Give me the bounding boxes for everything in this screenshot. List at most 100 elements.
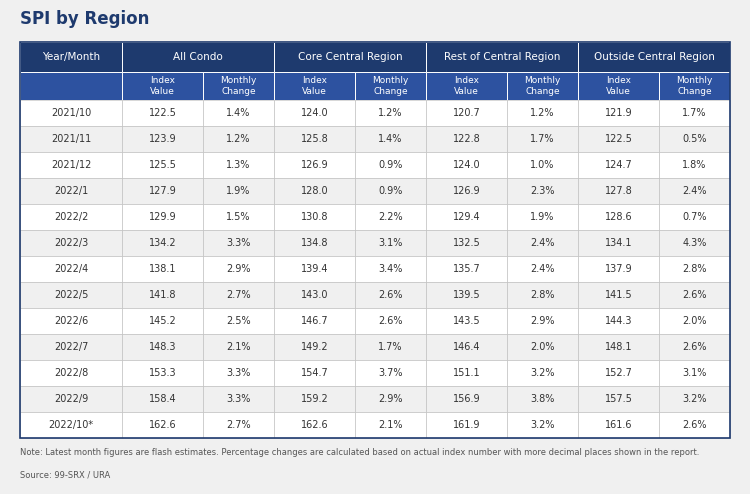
Bar (274, 412, 356, 438)
Text: 152.7: 152.7 (604, 368, 632, 378)
Bar (659, 100, 730, 126)
Text: 2.1%: 2.1% (226, 342, 251, 352)
Text: Note: Latest month figures are flash estimates. Percentage changes are calculate: Note: Latest month figures are flash est… (20, 448, 699, 457)
Text: 2022/3: 2022/3 (54, 238, 88, 248)
Bar (20, 256, 122, 282)
Text: 120.7: 120.7 (453, 108, 481, 118)
Bar (274, 100, 356, 126)
Bar (122, 308, 203, 334)
Bar (20, 360, 122, 386)
Text: 2.4%: 2.4% (682, 186, 706, 196)
Bar (507, 360, 578, 386)
Bar (20, 204, 122, 230)
Text: Index
Value: Index Value (606, 76, 631, 96)
Text: 3.4%: 3.4% (378, 264, 403, 274)
Bar (203, 334, 274, 360)
Bar (659, 386, 730, 412)
Bar (578, 204, 659, 230)
Text: Monthly
Change: Monthly Change (220, 76, 256, 96)
Text: 2.9%: 2.9% (378, 394, 403, 404)
Text: 124.7: 124.7 (604, 160, 632, 170)
Text: 4.3%: 4.3% (682, 238, 706, 248)
Text: 151.1: 151.1 (453, 368, 480, 378)
Text: 126.9: 126.9 (301, 160, 328, 170)
Text: Index
Value: Index Value (454, 76, 479, 96)
Bar (426, 152, 507, 178)
Text: 127.9: 127.9 (148, 186, 176, 196)
Bar (274, 360, 356, 386)
Text: 146.4: 146.4 (453, 342, 480, 352)
Bar (356, 178, 426, 204)
Text: 143.5: 143.5 (453, 316, 480, 326)
Text: 1.7%: 1.7% (378, 342, 403, 352)
Text: 2021/12: 2021/12 (51, 160, 92, 170)
Text: 161.9: 161.9 (453, 420, 480, 430)
Text: 148.3: 148.3 (148, 342, 176, 352)
Text: 1.2%: 1.2% (530, 108, 555, 118)
Text: 1.3%: 1.3% (226, 160, 251, 170)
Text: 122.5: 122.5 (148, 108, 176, 118)
Text: 0.9%: 0.9% (378, 160, 403, 170)
Text: 129.4: 129.4 (453, 212, 480, 222)
Bar (356, 308, 426, 334)
Text: 2.5%: 2.5% (226, 316, 251, 326)
Text: 2022/4: 2022/4 (54, 264, 88, 274)
Bar (274, 308, 356, 334)
Text: 2.4%: 2.4% (530, 264, 555, 274)
Text: 2022/10*: 2022/10* (49, 420, 94, 430)
Bar (20, 178, 122, 204)
Bar (507, 126, 578, 152)
Text: 2022/2: 2022/2 (54, 212, 88, 222)
Text: 129.9: 129.9 (148, 212, 176, 222)
Bar (356, 282, 426, 308)
Bar (122, 126, 203, 152)
Bar (426, 308, 507, 334)
Text: 1.7%: 1.7% (530, 134, 555, 144)
Bar (122, 152, 203, 178)
Text: 3.3%: 3.3% (226, 238, 251, 248)
Bar (507, 100, 578, 126)
Text: 2022/5: 2022/5 (54, 290, 88, 300)
Text: 123.9: 123.9 (148, 134, 176, 144)
Text: 130.8: 130.8 (301, 212, 328, 222)
Text: 3.2%: 3.2% (530, 368, 555, 378)
Text: Monthly
Change: Monthly Change (372, 76, 409, 96)
Bar (426, 412, 507, 438)
Bar (659, 126, 730, 152)
Bar (122, 256, 203, 282)
Text: 134.2: 134.2 (148, 238, 176, 248)
Bar (274, 204, 356, 230)
Bar (356, 256, 426, 282)
Bar (122, 334, 203, 360)
Text: 1.2%: 1.2% (226, 134, 251, 144)
Bar (274, 334, 356, 360)
Bar (659, 360, 730, 386)
Text: 2.0%: 2.0% (530, 342, 555, 352)
Bar (659, 412, 730, 438)
Text: 1.9%: 1.9% (530, 212, 555, 222)
Text: 128.0: 128.0 (301, 186, 328, 196)
Bar (507, 282, 578, 308)
Text: 2022/1: 2022/1 (54, 186, 88, 196)
Text: 2.3%: 2.3% (530, 186, 555, 196)
Bar (203, 256, 274, 282)
Bar (356, 386, 426, 412)
Text: 2022/9: 2022/9 (54, 394, 88, 404)
Text: 2022/7: 2022/7 (54, 342, 88, 352)
Bar (20, 126, 122, 152)
Text: 1.0%: 1.0% (530, 160, 555, 170)
Text: SPI by Region: SPI by Region (20, 10, 149, 28)
Text: Outside Central Region: Outside Central Region (593, 52, 715, 62)
Text: Monthly
Change: Monthly Change (524, 76, 561, 96)
Text: 127.8: 127.8 (604, 186, 632, 196)
Bar (507, 230, 578, 256)
Bar (507, 386, 578, 412)
Text: 139.5: 139.5 (453, 290, 480, 300)
Bar (578, 72, 659, 100)
Text: 3.1%: 3.1% (682, 368, 706, 378)
Bar (122, 230, 203, 256)
Text: 2.4%: 2.4% (530, 238, 555, 248)
Text: Index
Value: Index Value (150, 76, 175, 96)
Text: 128.6: 128.6 (604, 212, 632, 222)
Bar (356, 100, 426, 126)
